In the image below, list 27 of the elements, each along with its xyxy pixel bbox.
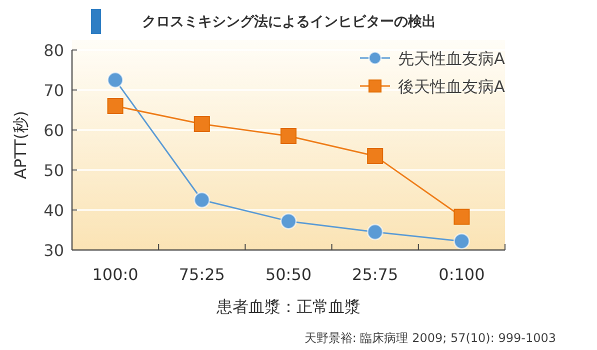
y-tick-label: 30	[44, 241, 64, 260]
point	[280, 128, 296, 144]
point	[280, 212, 297, 230]
x-tick-label: 25:75	[352, 265, 398, 284]
legend-label: 後天性血友病A	[398, 77, 505, 96]
point	[107, 98, 124, 114]
point	[367, 148, 384, 164]
x-tick-label: 75:25	[178, 265, 225, 284]
point	[454, 208, 470, 225]
point	[107, 72, 124, 88]
y-tick-label: 70	[44, 81, 64, 100]
y-tick-label: 80	[44, 41, 64, 60]
point	[453, 232, 470, 250]
point	[366, 224, 384, 240]
x-tick-label: 100:0	[92, 265, 138, 284]
annotation: 天野景裕: 臨床病理 2009; 57(10): 999-1003	[304, 331, 556, 345]
legend-label: 先天性血友病A	[398, 49, 505, 68]
ylabel: APTT(秒)	[11, 110, 30, 180]
y-tick-label: 60	[44, 121, 64, 140]
x-tick-label: 50:50	[265, 265, 312, 284]
x-tick-label: 0:100	[438, 265, 485, 284]
xlabel: 患者血漿：正常血漿	[216, 297, 360, 316]
point	[194, 192, 210, 208]
y-tick-label: 50	[44, 161, 64, 180]
title: クロスミキシング法によるインヒビターの検出	[142, 14, 436, 30]
y-tick-label: 40	[44, 201, 64, 220]
point	[194, 116, 210, 132]
